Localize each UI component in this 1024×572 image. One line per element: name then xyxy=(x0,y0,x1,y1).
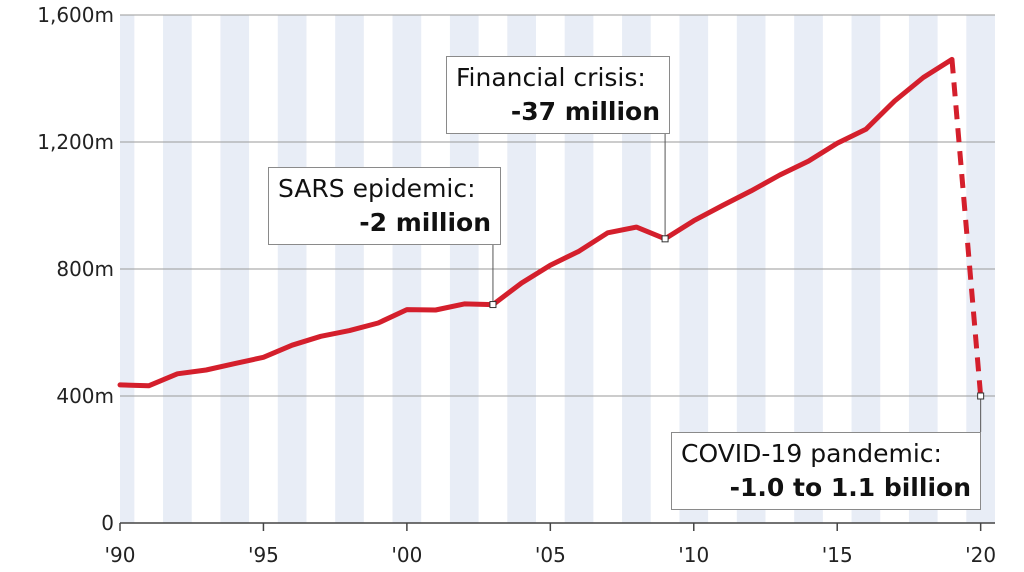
y-tick-label: 1,600m xyxy=(37,3,114,27)
x-tick-label: '10 xyxy=(678,543,709,567)
projection-line xyxy=(949,59,984,397)
annotation-sars: SARS epidemic: -2 million xyxy=(268,167,501,245)
annotation-covid-value: -1.0 to 1.1 billion xyxy=(729,473,971,502)
x-tick-label: '95 xyxy=(248,543,279,567)
x-tick-label: '15 xyxy=(822,543,853,567)
annotation-leaders xyxy=(489,134,985,432)
y-axis: 0 400m 800m 1,200m 1,600m xyxy=(37,3,114,535)
visitors-line xyxy=(117,56,955,389)
y-tick-label: 400m xyxy=(56,384,114,408)
marker-sars xyxy=(489,301,497,309)
y-tick-label: 800m xyxy=(56,257,114,281)
x-tick-label: '00 xyxy=(391,543,422,567)
marker-financial xyxy=(661,235,669,243)
y-tick-label: 0 xyxy=(101,511,114,535)
annotation-financial-title: Financial crisis: xyxy=(456,63,646,92)
annotation-covid: COVID-19 pandemic: -1.0 to 1.1 billion xyxy=(671,432,981,510)
y-tick-label: 1,200m xyxy=(37,130,114,154)
annotation-sars-title: SARS epidemic: xyxy=(278,174,476,203)
series xyxy=(117,56,984,397)
x-axis: '90 '95 '00 '05 '10 '15 '20 xyxy=(105,523,996,567)
x-tick-label: '90 xyxy=(105,543,136,567)
x-tick-label: '05 xyxy=(535,543,566,567)
annotation-financial-value: -37 million xyxy=(510,97,660,126)
annotation-covid-title: COVID-19 pandemic: xyxy=(681,439,942,468)
annotation-financial-crisis: Financial crisis: -37 million xyxy=(446,56,670,134)
x-tick-label: '20 xyxy=(965,543,996,567)
annotation-sars-value: -2 million xyxy=(359,208,491,237)
gridlines xyxy=(120,14,995,524)
marker-covid xyxy=(977,392,985,400)
